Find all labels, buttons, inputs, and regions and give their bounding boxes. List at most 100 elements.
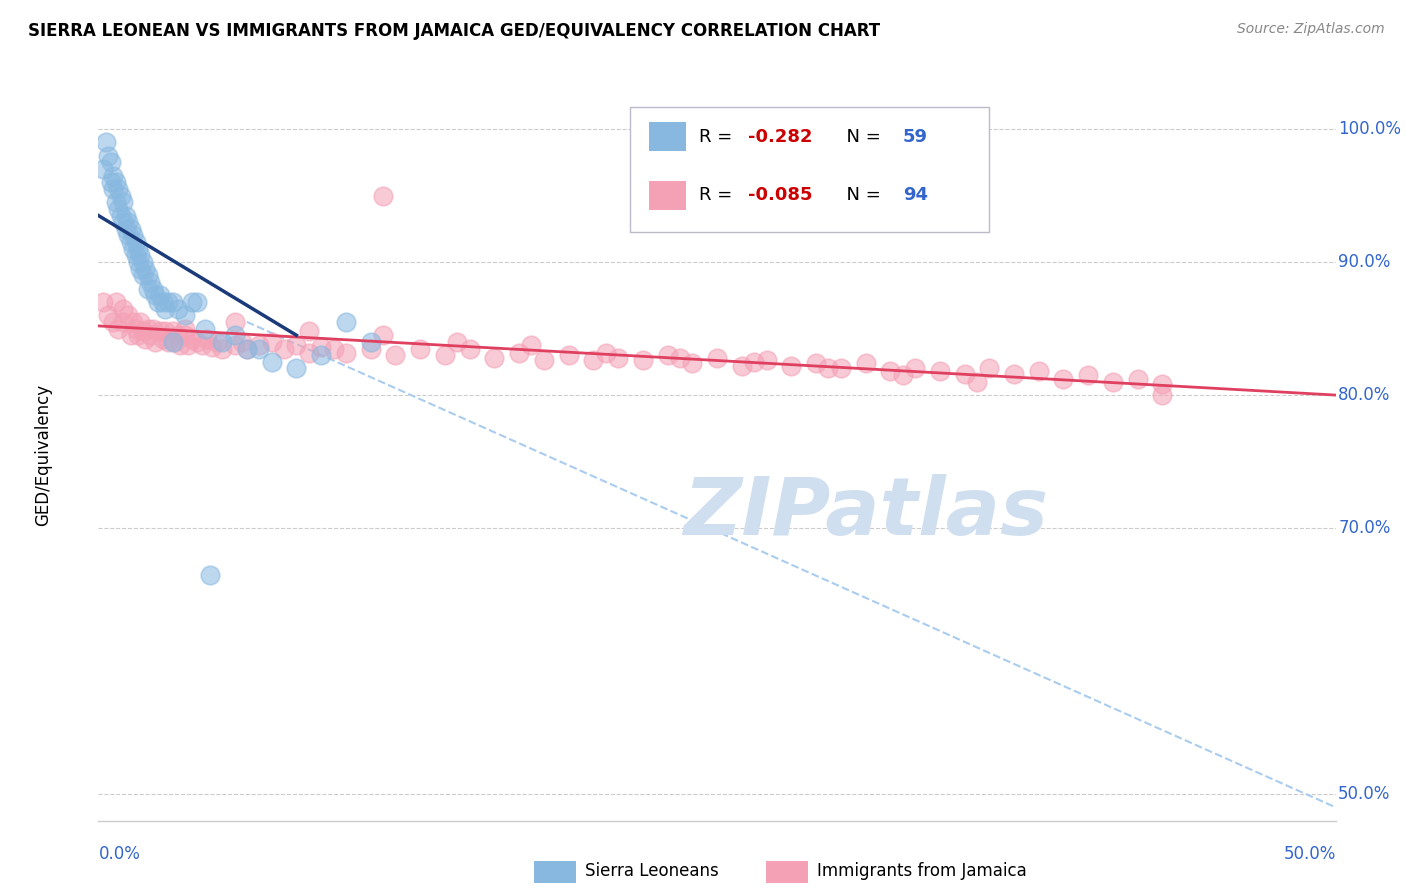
Point [112,195,135,210]
Point [433,348,456,362]
Point [103,315,125,329]
Point [107,321,129,335]
Point [458,342,481,356]
Point [146,295,169,310]
FancyBboxPatch shape [630,108,990,232]
Point [162,295,184,310]
Point [1052,372,1074,386]
Point [1028,364,1050,378]
Point [804,356,827,370]
Point [124,248,146,262]
Point [335,345,357,359]
Point [309,340,332,354]
Point [681,356,703,370]
Point [194,321,217,335]
Point [557,348,579,362]
Point [446,334,468,349]
Point [186,295,208,310]
Point [298,324,321,338]
Point [103,169,125,183]
Point [129,248,152,262]
Point [117,308,139,322]
Point [143,288,166,302]
Point [384,348,406,362]
Point [371,188,394,202]
Point [132,255,155,269]
Point [928,364,950,378]
Point [979,361,1001,376]
Point [129,315,152,329]
Point [139,328,162,343]
Point [176,337,198,351]
Point [1152,388,1174,402]
Point [149,288,172,302]
Point [879,364,901,378]
Point [122,242,145,256]
Point [855,356,877,370]
Point [657,348,679,362]
Point [165,334,187,349]
Point [755,353,778,368]
Point [607,351,630,365]
Point [174,321,197,335]
Point [169,337,191,351]
Point [120,235,142,249]
Point [94,136,117,150]
Point [139,275,162,289]
Point [100,155,122,169]
Text: 0.0%: 0.0% [98,845,141,863]
Text: N =: N = [835,186,886,204]
Point [198,567,221,582]
Point [136,321,159,335]
Point [309,348,332,362]
Point [134,261,156,276]
Point [953,367,976,381]
Point [104,195,127,210]
Point [484,351,506,365]
Point [181,295,204,310]
Text: 50.0%: 50.0% [1284,845,1336,863]
Point [117,215,139,229]
Point [322,342,344,356]
Point [136,268,159,283]
Text: SIERRA LEONEAN VS IMMIGRANTS FROM JAMAICA GED/EQUIVALENCY CORRELATION CHART: SIERRA LEONEAN VS IMMIGRANTS FROM JAMAIC… [28,22,880,40]
Point [156,295,179,310]
Point [582,353,605,368]
Point [124,321,146,335]
Point [520,337,543,351]
Point [371,328,394,343]
Point [817,361,839,376]
Text: ZIPatlas: ZIPatlas [683,475,1047,552]
Point [508,345,530,359]
Text: 80.0%: 80.0% [1339,386,1391,404]
Point [1126,372,1149,386]
Point [166,328,188,343]
Text: 90.0%: 90.0% [1339,253,1391,271]
Point [1102,375,1125,389]
Point [93,161,115,176]
Point [132,268,155,283]
Point [595,345,617,359]
Point [93,295,115,310]
Point [104,175,127,189]
Text: R =: R = [699,128,738,145]
Point [231,334,253,349]
Point [143,334,166,349]
Point [132,324,155,338]
Point [112,215,135,229]
Point [1002,367,1025,381]
Text: R =: R = [699,186,738,204]
Point [966,375,988,389]
Point [285,337,308,351]
Point [112,301,135,316]
Point [142,282,165,296]
Text: GED/Equivalency: GED/Equivalency [34,384,52,526]
Point [409,342,432,356]
Point [260,355,283,369]
Point [152,295,174,310]
Point [114,222,136,236]
Point [273,342,295,356]
Point [114,209,136,223]
Point [224,315,246,329]
Point [731,359,754,373]
